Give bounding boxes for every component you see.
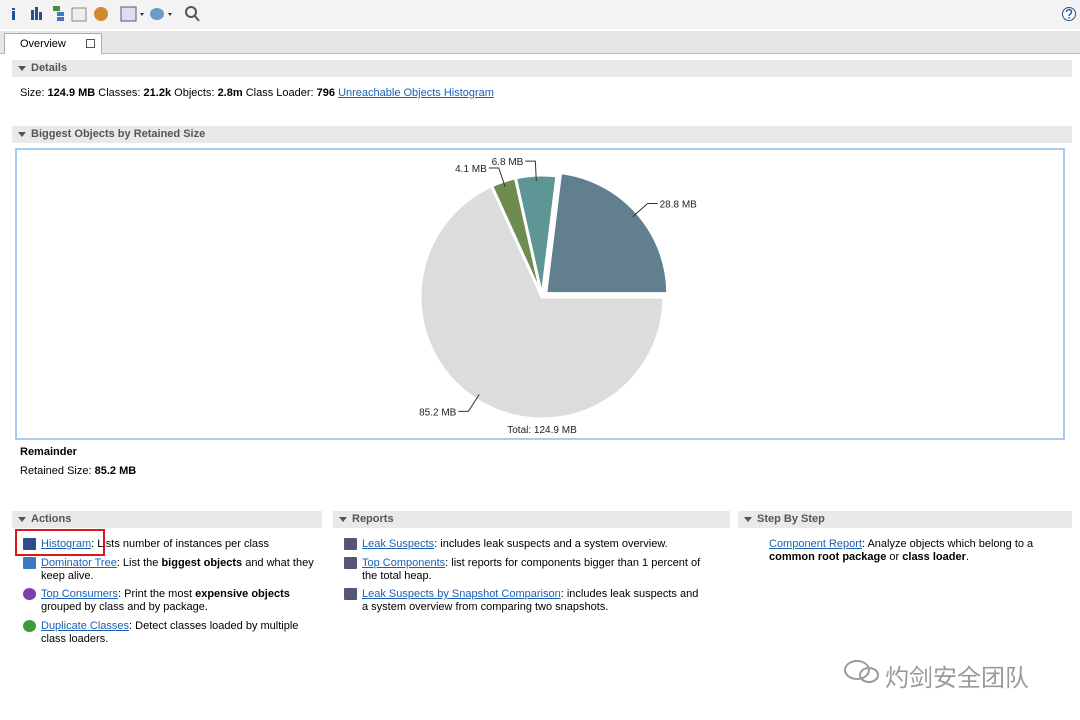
help-icon[interactable] <box>1062 7 1076 21</box>
details-line: Size: 124.9 MB Classes: 21.2k Objects: 2… <box>20 87 494 100</box>
histogram-icon[interactable] <box>31 7 42 20</box>
detail-value: 2.8m <box>217 87 243 99</box>
toolbar <box>0 0 1080 29</box>
item-link[interactable]: Dominator Tree <box>41 557 117 569</box>
dropdown[interactable] <box>140 13 144 16</box>
help-dot <box>1068 17 1070 19</box>
action-item: Top Consumers: Print the most expensive … <box>41 588 321 614</box>
highlight-box <box>15 529 105 556</box>
gear-icon[interactable] <box>94 7 108 21</box>
oql-icon[interactable] <box>71 7 87 22</box>
detail-label: Size: <box>20 87 45 99</box>
slice-label: 28.8 MB <box>660 200 698 211</box>
item-text: common root package <box>769 551 887 563</box>
action-item: Duplicate Classes: Detect classes loaded… <box>41 620 321 646</box>
detail-value: 796 <box>316 87 335 99</box>
action-item: Top Components: list reports for compone… <box>362 557 702 583</box>
item-icon <box>344 538 357 550</box>
dominator-icon[interactable] <box>53 6 64 21</box>
leader-line <box>488 167 506 188</box>
item-text: : includes leak suspects and a system ov… <box>434 538 668 550</box>
info-icon[interactable] <box>12 8 15 20</box>
action-item: Leak Suspects by Snapshot Comparison: in… <box>362 588 702 614</box>
detail-label: Classes: <box>98 87 141 99</box>
details-header[interactable]: Details <box>12 60 1072 77</box>
item-text: class loader <box>902 551 966 563</box>
item-icon <box>23 588 36 600</box>
item-text: or <box>886 551 903 563</box>
item-link[interactable]: Top Consumers <box>41 588 119 600</box>
item-text: : Analyze objects which belong to a <box>861 538 1034 550</box>
leader-line <box>525 160 537 182</box>
slice-label: 85.2 MB <box>419 407 457 418</box>
action-item: Component Report: Analyze objects which … <box>769 538 1064 564</box>
selection-info: Retained Size: 85.2 MB <box>20 465 136 477</box>
pie-chart: 28.8 MB 6.8 MB 4.1 MB 85.2 MB Total: 124.9 M… <box>418 157 698 436</box>
total-label: Total: 124.9 MB <box>507 425 577 436</box>
item-icon <box>23 538 36 550</box>
item-icon <box>344 557 357 569</box>
item-text: : includes leak suspects and a system ov… <box>362 588 699 613</box>
leader-line <box>458 394 480 412</box>
help-glyph <box>1065 8 1073 17</box>
item-text: : Lists number of instances per class <box>91 538 270 550</box>
detail-label: Objects: <box>174 87 215 99</box>
tab-bar <box>0 31 1080 54</box>
item-link[interactable]: Leak Suspects by Snapshot Comparison <box>362 588 561 600</box>
slice-label: 4.1 MB <box>455 164 487 175</box>
selection-title: Remainder <box>20 446 77 458</box>
search-icon[interactable] <box>185 6 197 18</box>
item-icon <box>344 588 357 600</box>
item-text: : Print the most <box>118 588 196 600</box>
heap-icon[interactable] <box>150 8 164 20</box>
action-item: Leak Suspects: includes leak suspects an… <box>362 538 702 551</box>
item-link[interactable]: Histogram <box>41 538 92 550</box>
section-header[interactable]: Step By Step <box>738 511 1072 528</box>
toolbar-icons <box>12 6 1076 22</box>
tab[interactable]: ​Overview <box>4 33 102 54</box>
item-link[interactable]: Component Report <box>769 538 862 550</box>
item-icon <box>23 557 36 569</box>
item-text: biggest objects <box>161 557 243 569</box>
detail-value: 21.2k <box>143 87 172 99</box>
detail-label: Class Loader: <box>245 87 314 99</box>
item-text: : list reports for components bigger tha… <box>362 557 701 582</box>
detail-value: 124.9 MB <box>47 87 96 99</box>
item-text: and what they keep alive. <box>41 557 314 582</box>
selection-value: 85.2 MB <box>94 465 137 477</box>
selection-label: Retained Size: <box>20 465 92 477</box>
chart-box: 28.8 MB 6.8 MB 4.1 MB 85.2 MB Total: 124.9 M… <box>15 148 1065 440</box>
slice-label: 6.8 MB <box>492 157 524 168</box>
watermark: 灼剑安全团队 <box>885 664 1029 692</box>
item-icon <box>23 620 36 632</box>
item-link[interactable]: Leak Suspects <box>362 538 435 550</box>
search-handle <box>194 15 200 22</box>
section-header[interactable]: Actions <box>12 511 322 528</box>
tab-close[interactable] <box>86 39 95 48</box>
biggest-header[interactable]: Biggest Objects by Retained Size <box>12 126 1072 143</box>
item-text: . <box>965 551 969 563</box>
watermark-icon <box>844 660 879 683</box>
dropdown[interactable] <box>168 13 172 16</box>
action-item: Dominator Tree: List the biggest objects… <box>41 557 321 583</box>
action-item: Histogram: Lists number of instances per… <box>41 538 321 551</box>
item-link[interactable]: Duplicate Classes <box>41 620 130 632</box>
leader-line <box>632 203 658 218</box>
item-text: expensive objects <box>195 588 290 600</box>
unreachable-link[interactable]: Unreachable Objects Histogram <box>338 87 494 99</box>
section-header[interactable]: Reports <box>333 511 730 528</box>
item-text: : List the <box>116 557 162 569</box>
report-icon[interactable] <box>120 6 137 22</box>
item-text: grouped by class and by package. <box>41 601 208 613</box>
item-link[interactable]: Top Components <box>362 557 446 569</box>
item-text: : Detect classes loaded by multiple clas… <box>41 620 299 645</box>
tab-label: Overview <box>20 38 66 50</box>
pie-slice <box>544 170 670 296</box>
